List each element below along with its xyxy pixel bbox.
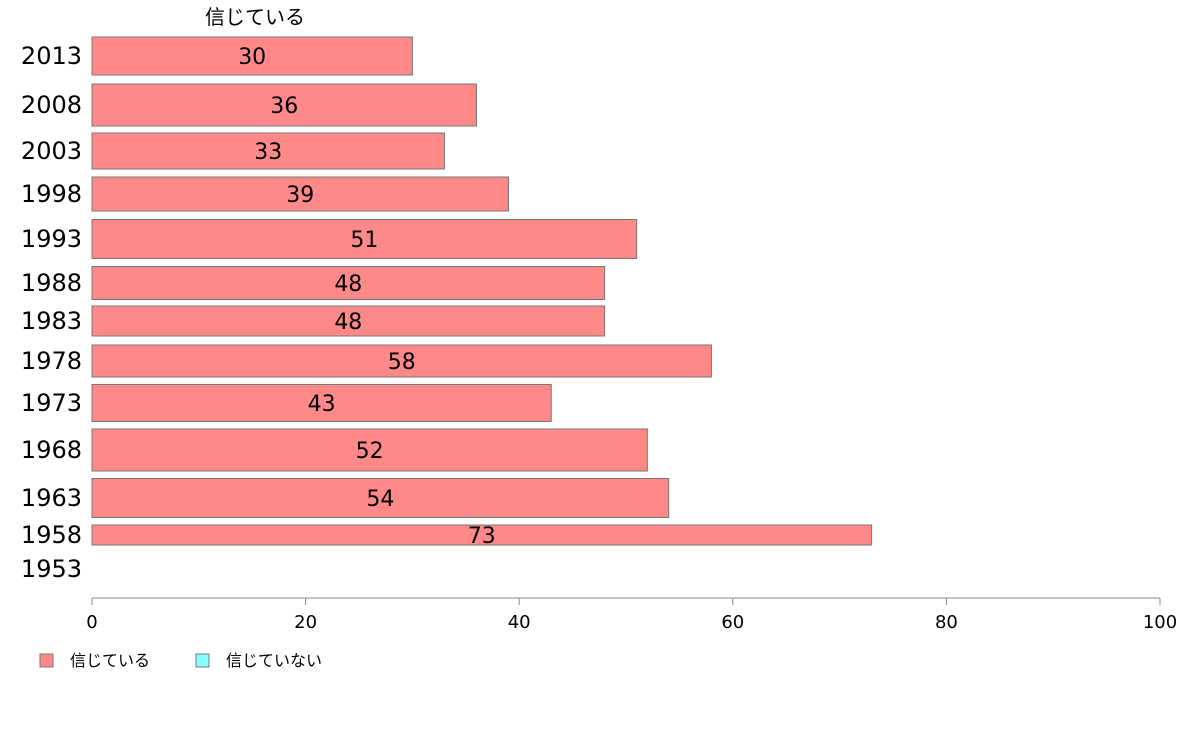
category-label-1963: 1963 — [21, 484, 82, 512]
category-label-1998: 1998 — [21, 180, 82, 208]
x-tick-label-40: 40 — [508, 612, 531, 633]
data-label-1963: 54 — [366, 487, 394, 512]
bar-1973 — [91, 384, 552, 422]
data-label-2003: 33 — [254, 140, 282, 165]
bar-1998 — [91, 176, 510, 212]
bar-1958 — [91, 524, 873, 546]
legend-swatch-0 — [39, 653, 54, 668]
category-label-1958: 1958 — [21, 521, 82, 549]
data-label-1958: 73 — [468, 524, 496, 549]
data-label-2013: 30 — [238, 45, 266, 70]
data-label-2008: 36 — [270, 94, 298, 119]
bar-2003 — [91, 132, 445, 170]
x-tick-label-100: 100 — [1143, 612, 1177, 633]
category-label-2003: 2003 — [21, 137, 82, 165]
bar-1963 — [91, 478, 670, 518]
category-label-2008: 2008 — [21, 91, 82, 119]
category-label-1973: 1973 — [21, 389, 82, 417]
category-label-1953: 1953 — [21, 555, 82, 583]
legend-label-0: 信じている — [70, 651, 150, 670]
category-label-2013: 2013 — [21, 42, 82, 70]
data-label-1973: 43 — [308, 392, 336, 417]
data-label-1978: 58 — [388, 350, 416, 375]
category-label-1988: 1988 — [21, 269, 82, 297]
data-label-1968: 52 — [356, 439, 384, 464]
data-label-1998: 39 — [286, 183, 314, 208]
bar-1983 — [91, 305, 606, 337]
x-tick-label-80: 80 — [935, 612, 958, 633]
bar-1968 — [91, 428, 648, 472]
category-label-1993: 1993 — [21, 225, 82, 253]
x-tick-label-60: 60 — [721, 612, 744, 633]
category-label-1968: 1968 — [21, 436, 82, 464]
data-label-1983: 48 — [334, 310, 362, 335]
bar-1978 — [91, 344, 712, 378]
bar-2013 — [91, 36, 413, 76]
legend-label-1: 信じていない — [226, 651, 322, 670]
legend-swatch-1 — [195, 653, 210, 668]
bar-2008 — [91, 83, 477, 127]
data-label-1988: 48 — [334, 272, 362, 297]
x-tick-label-0: 0 — [86, 612, 97, 633]
category-label-1983: 1983 — [21, 307, 82, 335]
chart-title: 信じている — [205, 5, 305, 29]
category-label-1978: 1978 — [21, 347, 82, 375]
data-label-1993: 51 — [350, 228, 378, 253]
bar-1988 — [91, 266, 606, 300]
bar-1993 — [91, 219, 638, 259]
x-tick-label-20: 20 — [294, 612, 317, 633]
